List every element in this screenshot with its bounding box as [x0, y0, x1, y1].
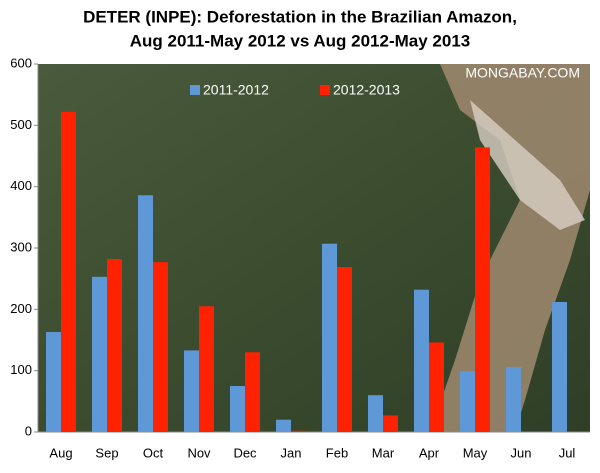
x-tick-label: Apr [419, 445, 440, 460]
chart-title: DETER (INPE): Deforestation in the Brazi… [83, 7, 517, 26]
bar [429, 342, 444, 432]
x-tick-label: Sep [95, 445, 118, 460]
x-tick-label: Aug [49, 445, 72, 460]
bar [291, 430, 306, 432]
bar [383, 415, 398, 432]
bar [552, 301, 567, 432]
bar [276, 419, 291, 432]
bar [506, 366, 521, 432]
y-tick-label: 400 [10, 178, 32, 193]
bar [475, 147, 490, 432]
bar [460, 371, 475, 432]
watermark: MONGABAY.COM [465, 65, 580, 81]
bar [368, 395, 383, 432]
x-tick-label: Dec [233, 445, 257, 460]
x-tick-label: Feb [326, 445, 348, 460]
x-tick-label: Mar [372, 445, 395, 460]
bar [46, 332, 61, 432]
y-tick-label: 200 [10, 301, 32, 316]
y-tick-label: 300 [10, 239, 32, 254]
legend-label: 2012-2013 [333, 82, 400, 98]
x-tick-label: Jun [511, 445, 532, 460]
bar [184, 350, 199, 432]
y-tick-label: 600 [10, 55, 32, 70]
x-tick-label: Jul [559, 445, 576, 460]
sandbank [470, 100, 585, 230]
chart-title: Aug 2011-May 2012 vs Aug 2012-May 2013 [130, 31, 471, 50]
x-tick-label: Nov [187, 445, 211, 460]
x-tick-label: Oct [143, 445, 164, 460]
x-tick-label: Jan [281, 445, 302, 460]
bar [245, 352, 260, 432]
bar [199, 306, 214, 432]
bar [230, 386, 245, 432]
y-tick-label: 0 [25, 423, 32, 438]
river [430, 64, 590, 432]
bar [322, 243, 337, 432]
bar [153, 262, 168, 432]
bar [61, 111, 76, 432]
y-tick-label: 100 [10, 362, 32, 377]
legend-label: 2011-2012 [203, 82, 269, 98]
legend-swatch [190, 85, 200, 95]
x-tick-label: May [463, 445, 488, 460]
bar [414, 289, 429, 432]
bar [107, 259, 122, 432]
bar [138, 195, 153, 432]
bar [337, 267, 352, 432]
legend-swatch [320, 85, 330, 95]
bar [92, 276, 107, 432]
y-tick-label: 500 [10, 117, 32, 132]
